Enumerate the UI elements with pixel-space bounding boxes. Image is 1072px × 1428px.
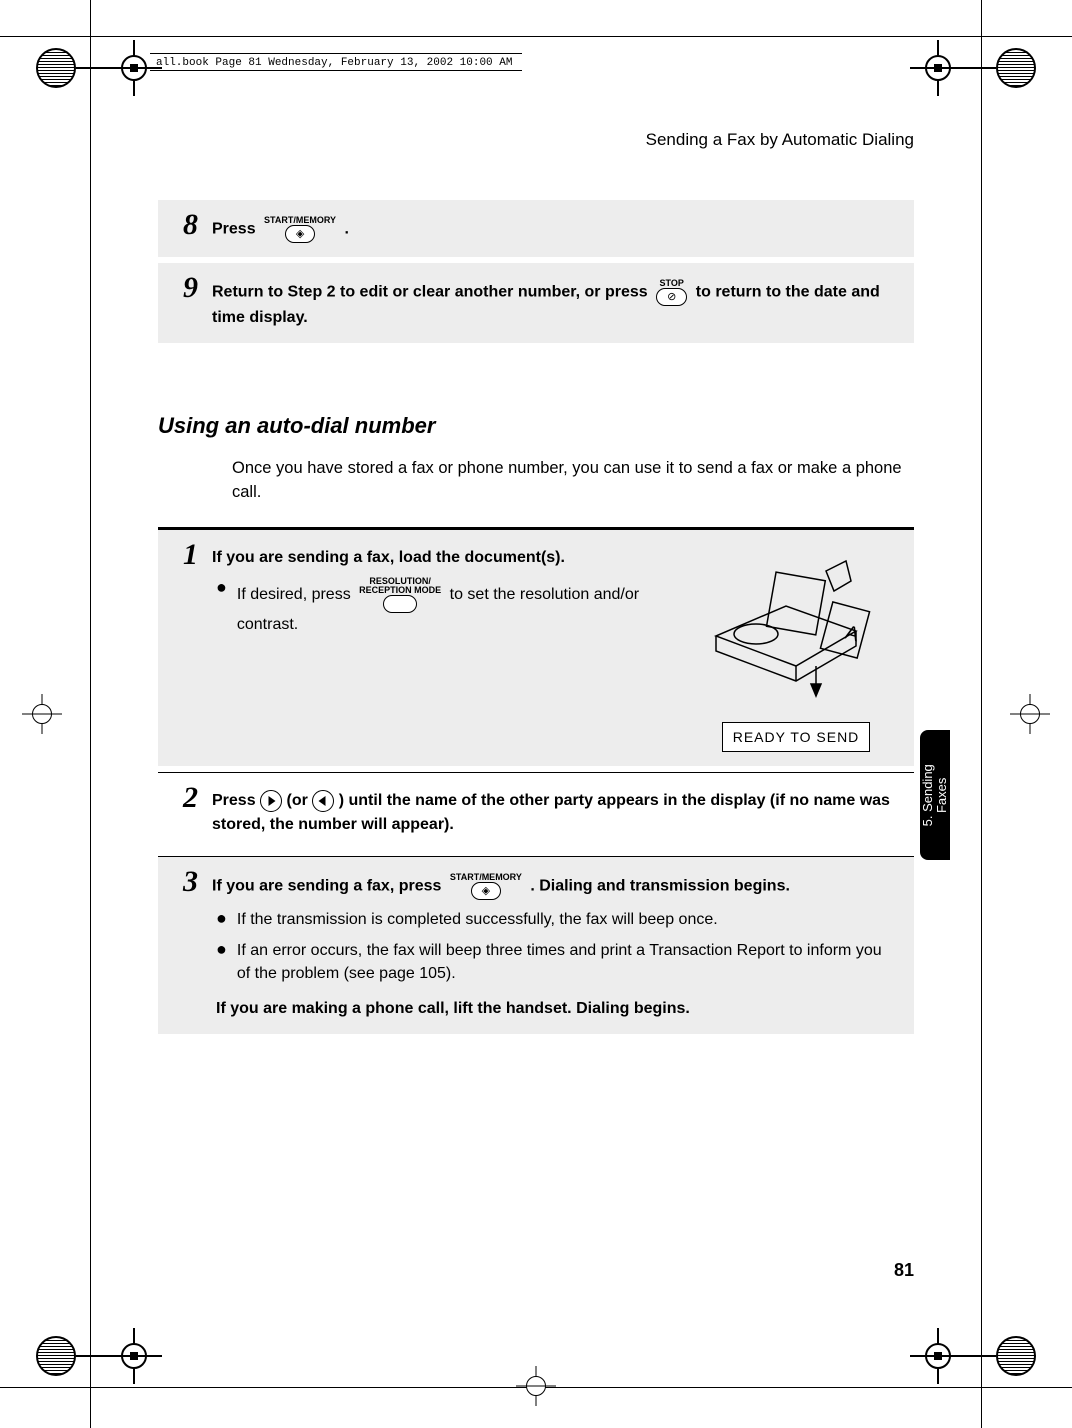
file-header: all.book Page 81 Wednesday, February 13,…: [150, 53, 522, 71]
reg-cross-mid-left: [22, 694, 62, 734]
step-title: If you are sending a fax, load the docum…: [212, 546, 676, 569]
reg-hatched-icon: [36, 48, 76, 88]
reg-hatched-icon: [996, 1336, 1036, 1376]
crop-line-left: [90, 0, 91, 1428]
reg-mark-bottom-left: [36, 1328, 162, 1384]
reg-cross-bottom-center: [516, 1366, 556, 1406]
section-body: Once you have stored a fax or phone numb…: [232, 457, 914, 505]
reg-hatched-icon: [996, 48, 1036, 88]
step-number: 1: [176, 540, 198, 570]
reg-bar-icon: [966, 67, 996, 69]
bullet-text: If an error occurs, the fax will beep th…: [237, 939, 896, 985]
running-head: Sending a Fax by Automatic Dialing: [158, 130, 914, 150]
oval-button-icon: ◈: [471, 882, 501, 900]
reg-cross-icon: [106, 40, 162, 96]
bullet-icon: ●: [216, 908, 227, 931]
start-memory-button: START/MEMORY ◈: [450, 873, 522, 900]
reg-cross-icon: [910, 40, 966, 96]
left-arrow-button: [312, 790, 334, 812]
fax-illustration: A READY TO SEND: [696, 546, 896, 752]
step-8: 8 Press START/MEMORY ◈ .: [158, 200, 914, 257]
stop-button: STOP ⊘: [656, 279, 687, 306]
reg-bar-icon: [76, 67, 106, 69]
chapter-tab-line1: 5. Sending: [920, 764, 935, 826]
step-1: 1 If you are sending a fax, load the doc…: [158, 530, 914, 766]
step-number: 3: [176, 867, 198, 897]
bullet-text: If desired, press: [237, 586, 355, 603]
right-arrow-button: [260, 790, 282, 812]
oval-button-icon: [383, 595, 417, 613]
button-label: START/MEMORY: [264, 216, 336, 225]
section-title: Using an auto-dial number: [158, 413, 914, 439]
step-2: 2 Press (or ) until the name of the othe…: [158, 773, 914, 849]
step-text: Press: [212, 792, 260, 809]
lcd-display: READY TO SEND: [722, 722, 871, 752]
crop-line-right: [981, 0, 982, 1428]
step-text: .: [345, 221, 349, 238]
step-text: (or: [287, 792, 313, 809]
reg-mark-top-right: [910, 40, 1036, 96]
step-text: Return to Step 2 to edit or clear anothe…: [212, 284, 652, 301]
reg-mark-bottom-right: [910, 1328, 1036, 1384]
resolution-button: RESOLUTION/ RECEPTION MODE: [359, 577, 441, 613]
page-content: Sending a Fax by Automatic Dialing 8 Pre…: [158, 130, 914, 1288]
start-memory-button: START/MEMORY ◈: [264, 216, 336, 243]
reg-bar-icon: [966, 1355, 996, 1357]
oval-button-icon: ◈: [285, 225, 315, 243]
reg-bar-icon: [76, 1355, 106, 1357]
step-text: If you are sending a fax, press: [212, 877, 446, 894]
oval-button-icon: ⊘: [656, 288, 687, 306]
chapter-tab: 5. Sending Faxes: [920, 730, 950, 860]
reg-cross-mid-right: [1010, 694, 1050, 734]
fax-machine-icon: A: [696, 546, 896, 716]
reg-cross-icon: [910, 1328, 966, 1384]
step-9: 9 Return to Step 2 to edit or clear anot…: [158, 263, 914, 343]
reg-cross-icon: [106, 1328, 162, 1384]
button-label: STOP: [660, 279, 684, 288]
chapter-tab-line2: Faxes: [934, 777, 949, 812]
crop-line-top: [0, 36, 1072, 37]
step-3: 3 If you are sending a fax, press START/…: [158, 857, 914, 1035]
step-final-text: If you are making a phone call, lift the…: [216, 997, 896, 1020]
button-label: START/MEMORY: [450, 873, 522, 882]
step-number: 8: [176, 210, 198, 240]
svg-text:A: A: [843, 622, 862, 647]
bullet-icon: ●: [216, 577, 227, 636]
bullet-icon: ●: [216, 939, 227, 985]
bullet-text: If the transmission is completed success…: [237, 908, 718, 931]
step-number: 2: [176, 783, 198, 813]
reg-mark-top-left: [36, 40, 162, 96]
reg-hatched-icon: [36, 1336, 76, 1376]
button-label: RECEPTION MODE: [359, 586, 441, 595]
step-text: . Dialing and transmission begins.: [530, 877, 790, 894]
step-text: Press: [212, 221, 260, 238]
step-number: 9: [176, 273, 198, 303]
